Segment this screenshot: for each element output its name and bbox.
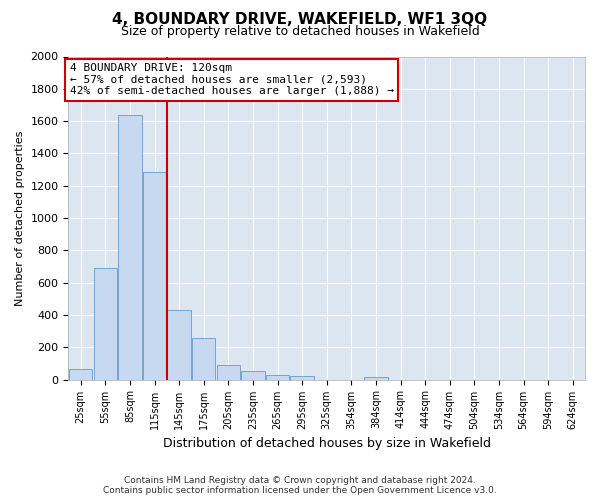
- Bar: [143, 172, 166, 380]
- Text: 4 BOUNDARY DRIVE: 120sqm
← 57% of detached houses are smaller (2,593)
42% of sem: 4 BOUNDARY DRIVE: 120sqm ← 57% of detach…: [70, 63, 394, 96]
- Text: Size of property relative to detached houses in Wakefield: Size of property relative to detached ho…: [121, 25, 479, 38]
- Bar: [118, 116, 142, 380]
- Bar: [364, 377, 388, 380]
- Bar: [94, 268, 117, 380]
- Bar: [69, 369, 92, 380]
- Bar: [266, 374, 289, 380]
- Bar: [192, 338, 215, 380]
- X-axis label: Distribution of detached houses by size in Wakefield: Distribution of detached houses by size …: [163, 437, 491, 450]
- Bar: [167, 310, 191, 380]
- Bar: [241, 372, 265, 380]
- Y-axis label: Number of detached properties: Number of detached properties: [15, 130, 25, 306]
- Bar: [290, 376, 314, 380]
- Text: 4, BOUNDARY DRIVE, WAKEFIELD, WF1 3QQ: 4, BOUNDARY DRIVE, WAKEFIELD, WF1 3QQ: [112, 12, 488, 28]
- Text: Contains HM Land Registry data © Crown copyright and database right 2024.
Contai: Contains HM Land Registry data © Crown c…: [103, 476, 497, 495]
- Bar: [217, 365, 240, 380]
